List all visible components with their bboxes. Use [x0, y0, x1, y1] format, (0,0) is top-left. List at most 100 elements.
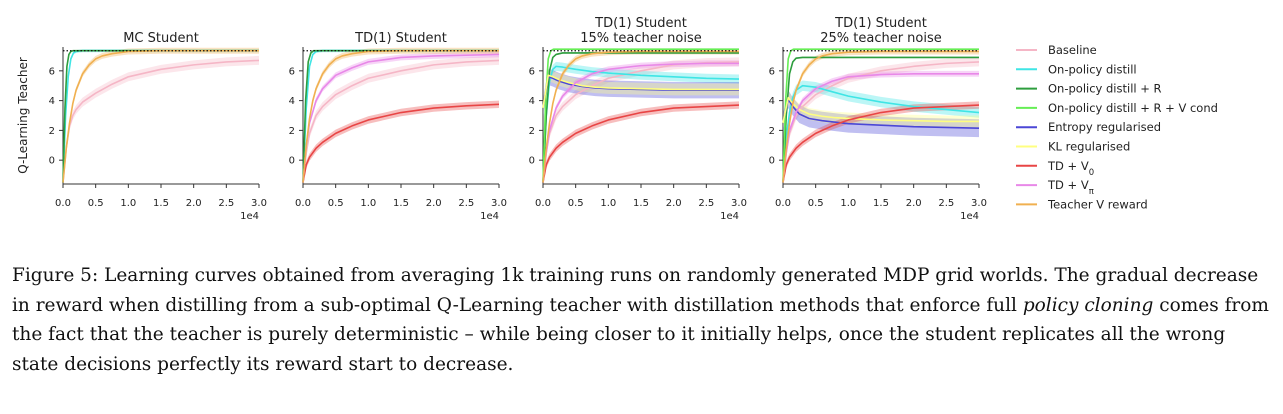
band-kl-regularised	[783, 91, 979, 129]
x-tick-label: 1.5	[153, 198, 169, 209]
panel-1: MC Student 0 2 4 6 0.0 0.5 1.0 1.5 2.0 2.5 3.0 1e4 Q-…	[16, 31, 267, 222]
figure-caption: Figure 5: Learning curves obtained from …	[12, 261, 1274, 379]
x-tick-label: 2.5	[458, 198, 474, 209]
panel-title: TD(1) Student	[834, 16, 927, 31]
y-tick-label: 0	[769, 156, 775, 167]
x-tick-label: 3.0	[731, 198, 747, 209]
y-tick-label: 6	[49, 66, 55, 77]
band-on-policy-distill	[543, 61, 739, 184]
x-tick-label: 2.0	[426, 198, 442, 209]
x-tick-label: 0.5	[88, 198, 104, 209]
caption-text-1: Learning curves obtained from averaging …	[12, 265, 1259, 316]
band-baseline	[63, 55, 259, 184]
y-tick-label: 6	[289, 66, 295, 77]
series-td-v	[782, 73, 979, 183]
x-tick-label: 3.0	[251, 198, 267, 209]
series-td-v-0	[782, 104, 980, 183]
figure-chart: MC Student 0 2 4 6 0.0 0.5 1.0 1.5 2.0 2.5 3.0 1e4 Q-…	[16, 16, 1218, 222]
series-on-policy-distill-r	[302, 49, 499, 183]
series-teacher-v-reward	[542, 50, 739, 183]
caption-emphasis: policy cloning	[1022, 294, 1154, 316]
x-tick-label: 1.5	[393, 198, 409, 209]
legend-label: Baseline	[1048, 43, 1097, 57]
caption-text-2: comes from the fact that the teacher is …	[12, 294, 1269, 375]
x-tick-label: 0.0	[775, 198, 791, 209]
x-tick-label: 2.5	[218, 198, 234, 209]
y-tick-label: 2	[289, 126, 295, 137]
x-offset-label: 1e4	[240, 211, 259, 222]
legend-label: On-policy distill	[1048, 62, 1137, 76]
x-tick-label: 0.0	[295, 198, 311, 209]
band-baseline	[543, 57, 739, 184]
x-tick-label: 1.5	[633, 198, 649, 209]
series-on-policy-distill-r	[62, 49, 259, 183]
legend-label: On-policy distill + R	[1048, 82, 1162, 96]
y-tick-label: 4	[769, 96, 775, 107]
legend-label: KL regularised	[1048, 140, 1130, 154]
x-tick-label: 0.0	[55, 198, 71, 209]
series-td-v-0	[302, 103, 500, 183]
caption-label: Figure 5:	[12, 265, 99, 286]
x-tick-label: 2.0	[186, 198, 202, 209]
series-td-v	[542, 62, 739, 183]
panel-subtitle: 15% teacher noise	[580, 31, 702, 46]
panel-2: TD(1) Student 0 2 4 6 0.0 0.5 1.0 1.5 2.0 2.5 3.0 1e…	[289, 31, 507, 222]
y-tick-label: 4	[289, 96, 295, 107]
x-tick-label: 3.0	[971, 198, 987, 209]
band-baseline	[783, 57, 979, 184]
x-tick-label: 0.0	[535, 198, 551, 209]
band-td-v-0	[543, 101, 739, 184]
y-tick-label: 0	[289, 156, 295, 167]
series-baseline	[302, 59, 500, 183]
y-axis-label: Q-Learning Teacher	[16, 57, 30, 174]
x-tick-label: 2.5	[938, 198, 954, 209]
x-tick-label: 0.5	[328, 198, 344, 209]
band-td-v-0	[783, 101, 979, 184]
panel-subtitle: 25% teacher noise	[820, 31, 942, 46]
y-tick-label: 2	[529, 126, 535, 137]
x-offset-label: 1e4	[480, 211, 499, 222]
legend-label: On-policy distill + R + V cond	[1048, 101, 1218, 115]
legend: Baseline On-policy distill On-policy disti…	[1016, 43, 1218, 211]
legend-label: TD + Vπ	[1047, 178, 1094, 197]
panel-title: TD(1) Student	[354, 31, 447, 46]
x-offset-label: 1e4	[960, 211, 979, 222]
series-teacher-v-reward	[62, 49, 259, 183]
legend-label: Entropy regularised	[1048, 120, 1161, 134]
x-tick-label: 2.0	[906, 198, 922, 209]
legend-label: TD + V0	[1047, 159, 1094, 178]
x-tick-label: 1.0	[600, 198, 616, 209]
y-tick-label: 6	[769, 66, 775, 77]
y-tick-label: 4	[529, 96, 535, 107]
x-tick-label: 1.0	[120, 198, 136, 209]
series-td-v-0	[542, 104, 740, 183]
series-baseline	[62, 59, 260, 183]
x-tick-label: 2.5	[698, 198, 714, 209]
y-tick-label: 2	[769, 126, 775, 137]
series-on-policy-distill-r-v-cond	[782, 48, 979, 183]
x-offset-label: 1e4	[720, 211, 739, 222]
legend-label: Teacher V reward	[1047, 197, 1148, 211]
y-tick-label: 6	[529, 66, 535, 77]
series-on-policy-distill	[782, 84, 980, 183]
x-tick-label: 0.5	[808, 198, 824, 209]
x-tick-label: 1.0	[360, 198, 376, 209]
y-tick-label: 0	[529, 156, 535, 167]
x-tick-label: 3.0	[491, 198, 507, 209]
panel-title: TD(1) Student	[594, 16, 687, 31]
y-tick-label: 0	[49, 156, 55, 167]
band-baseline	[303, 55, 499, 184]
series-teacher-v-reward	[302, 49, 499, 183]
panel-title: MC Student	[123, 31, 199, 46]
band-entropy-regularised	[543, 68, 739, 117]
x-tick-label: 2.0	[666, 198, 682, 209]
series-kl-regularised	[782, 96, 979, 124]
series-kl-regularised	[542, 74, 739, 109]
y-tick-label: 4	[49, 96, 55, 107]
x-tick-label: 1.5	[873, 198, 889, 209]
x-tick-label: 0.5	[568, 198, 584, 209]
y-tick-label: 2	[49, 126, 55, 137]
series-teacher-v-reward	[782, 50, 979, 183]
